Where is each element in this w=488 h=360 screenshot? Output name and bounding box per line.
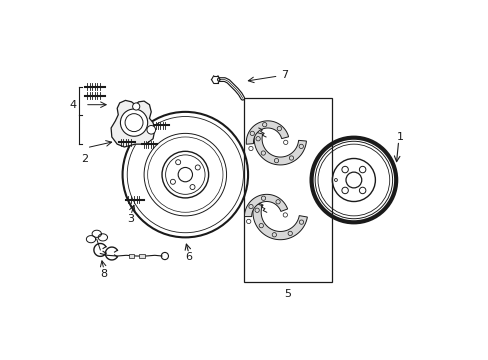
Bar — [185, 145, 194, 151]
Circle shape — [147, 126, 155, 134]
Polygon shape — [244, 194, 287, 217]
Polygon shape — [252, 203, 307, 240]
Text: 2: 2 — [81, 154, 88, 164]
Text: 6: 6 — [185, 252, 192, 262]
Text: 5: 5 — [284, 289, 291, 299]
Polygon shape — [111, 100, 155, 147]
Polygon shape — [254, 132, 306, 165]
Circle shape — [120, 109, 147, 136]
Text: 8: 8 — [100, 269, 107, 279]
Text: 3: 3 — [127, 215, 134, 224]
Circle shape — [311, 138, 395, 222]
Circle shape — [132, 103, 140, 110]
Bar — [139, 253, 145, 258]
Bar — [128, 253, 134, 258]
Polygon shape — [246, 121, 288, 144]
Circle shape — [125, 114, 142, 132]
Text: 1: 1 — [396, 132, 403, 142]
Bar — [176, 198, 184, 204]
Text: 4: 4 — [69, 100, 77, 110]
Bar — [244, 98, 331, 282]
Text: 7: 7 — [281, 70, 287, 80]
Circle shape — [122, 112, 247, 237]
